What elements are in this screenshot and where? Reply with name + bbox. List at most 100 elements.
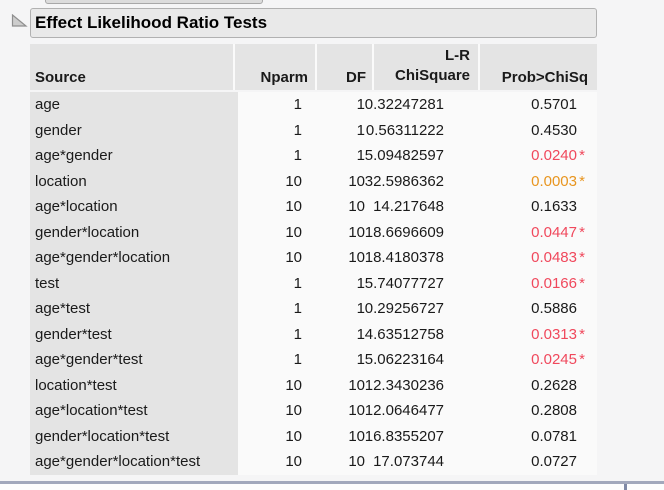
prob-value: 0.0447 xyxy=(531,223,577,241)
cell-prob: 0.0313 * xyxy=(478,322,597,348)
prob-value: 0.0727 xyxy=(531,453,577,471)
table-row: test 1 1 5.74077727 0.0166 * xyxy=(30,270,597,297)
table-row: age*test 1 1 0.29256727 0.5886 xyxy=(30,296,597,322)
cell-df: 10 xyxy=(348,402,365,420)
disclosure-triangle-icon[interactable] xyxy=(11,13,29,28)
pane-splitter[interactable] xyxy=(0,481,664,484)
prob-value: 0.0781 xyxy=(531,427,577,445)
column-header-df: DF xyxy=(315,44,372,90)
prob-value: 0.2628 xyxy=(531,376,577,394)
cell-source: location*test xyxy=(30,372,238,398)
table-header: Source Nparm DF L-R ChiSquare Prob>ChiSq xyxy=(30,44,597,90)
panel-title-bar[interactable]: Effect Likelihood Ratio Tests xyxy=(30,8,597,38)
table-row: age*location 10 10 14.217648 0.1633 xyxy=(30,194,597,220)
cell-prob: 0.5701 xyxy=(478,92,597,118)
cell-prob: 0.0166 * xyxy=(478,271,597,297)
table-row: age*location*test 10 10 12.0646477 0.280… xyxy=(30,398,597,424)
cell-source: age*gender*test xyxy=(30,347,238,373)
cell-nparm: 10 xyxy=(285,249,302,267)
prob-significance-star: * xyxy=(579,351,585,369)
cell-nparm: 1 xyxy=(293,325,302,343)
column-header-lr-chisquare: L-R ChiSquare xyxy=(372,44,478,90)
prob-value: 0.0166 xyxy=(531,274,577,292)
cell-chisquare: 32.5986362 xyxy=(364,172,444,190)
cell-chisquare: 17.073744 xyxy=(373,453,444,471)
cell-df: 10 xyxy=(348,249,365,267)
table-row: location 10 10 32.5986362 0.0003 * xyxy=(30,168,597,194)
table-row: gender*location*test 10 10 16.8355207 0.… xyxy=(30,423,597,449)
cell-nparm: 10 xyxy=(285,223,302,241)
cell-source: age*gender*location*test xyxy=(30,449,238,475)
prob-value: 0.5886 xyxy=(531,300,577,318)
prob-value: 0.0483 xyxy=(531,249,577,267)
prob-significance-star: * xyxy=(579,249,585,267)
cell-prob: 0.0483 * xyxy=(478,245,597,271)
cell-nparm: 10 xyxy=(285,198,302,216)
cell-source: age*gender*location xyxy=(30,245,238,271)
cell-nparm: 1 xyxy=(293,351,302,369)
cell-chisquare: 0.32247281 xyxy=(364,96,444,114)
column-header-source: Source xyxy=(35,69,86,86)
cell-chisquare: 16.8355207 xyxy=(364,427,444,445)
table-row: age*gender*test 1 1 5.06223164 0.0245 * xyxy=(30,347,597,373)
cell-df: 1 xyxy=(356,121,365,139)
prob-value: 0.2808 xyxy=(531,402,577,420)
cell-source: test xyxy=(30,270,238,296)
prob-significance-star: * xyxy=(579,223,585,241)
cell-source: age*location xyxy=(30,194,238,220)
cell-chisquare: 5.09482597 xyxy=(364,147,444,165)
cell-df: 10 xyxy=(348,223,365,241)
cell-source: age*test xyxy=(30,296,238,322)
prob-value: 0.0240 xyxy=(531,147,577,165)
cell-prob: 0.4530 xyxy=(478,118,597,144)
table-row: gender*test 1 1 4.63512758 0.0313 * xyxy=(30,321,597,348)
cell-source: gender*location xyxy=(30,219,238,245)
cell-df: 10 xyxy=(348,453,365,471)
cell-chisquare: 5.06223164 xyxy=(364,351,444,369)
prob-significance-star: * xyxy=(579,274,585,292)
table-row: age 1 1 0.32247281 0.5701 xyxy=(30,92,597,118)
cell-nparm: 1 xyxy=(293,147,302,165)
cell-nparm: 10 xyxy=(285,376,302,394)
prob-significance-star: * xyxy=(579,147,585,165)
cell-prob: 0.2628 xyxy=(478,373,597,399)
table-row: age*gender*location 10 10 18.4180378 0.0… xyxy=(30,245,597,271)
cell-chisquare: 12.3430236 xyxy=(364,376,444,394)
cell-df: 10 xyxy=(348,376,365,394)
cell-source: age*gender xyxy=(30,143,238,169)
cell-df: 1 xyxy=(356,96,365,114)
prob-significance-star: * xyxy=(579,172,585,190)
prob-value: 0.0313 xyxy=(531,325,577,343)
prob-significance-star: * xyxy=(579,325,585,343)
cell-df: 1 xyxy=(356,325,365,343)
cell-source: gender*test xyxy=(30,321,238,347)
column-header-nparm: Nparm xyxy=(233,44,315,90)
table-body: age 1 1 0.32247281 0.5701 gender 1 1 0.5… xyxy=(30,92,597,475)
cell-nparm: 10 xyxy=(285,427,302,445)
cell-prob: 0.0727 xyxy=(478,449,597,475)
cell-df: 10 xyxy=(348,427,365,445)
cell-chisquare: 0.56311222 xyxy=(365,121,444,139)
prob-value: 0.1633 xyxy=(531,198,577,216)
table-row: gender*location 10 10 18.6696609 0.0447 … xyxy=(30,219,597,246)
cell-df: 10 xyxy=(348,172,365,190)
scrollbar-thumb[interactable] xyxy=(624,484,627,490)
column-header-prob-chisq: Prob>ChiSq xyxy=(478,44,597,90)
cell-nparm: 1 xyxy=(293,274,302,292)
cell-source: age xyxy=(30,92,238,118)
cell-chisquare: 18.4180378 xyxy=(364,249,444,267)
cell-source: age*location*test xyxy=(30,398,238,424)
cell-chisquare: 14.217648 xyxy=(373,198,444,216)
cell-prob: 0.0447 * xyxy=(478,220,597,246)
cell-nparm: 10 xyxy=(285,172,302,190)
cell-prob: 0.2808 xyxy=(478,398,597,424)
cell-df: 1 xyxy=(356,351,365,369)
table-row: age*gender 1 1 5.09482597 0.0240 * xyxy=(30,143,597,169)
cell-df: 1 xyxy=(356,274,365,292)
cell-chisquare: 18.6696609 xyxy=(364,223,444,241)
cell-df: 10 xyxy=(348,198,365,216)
table-row: age*gender*location*test 10 10 17.073744… xyxy=(30,449,597,475)
table-row: gender 1 1 0.56311222 0.4530 xyxy=(30,117,597,144)
cell-source: gender*location*test xyxy=(30,423,238,449)
cell-nparm: 10 xyxy=(285,453,302,471)
